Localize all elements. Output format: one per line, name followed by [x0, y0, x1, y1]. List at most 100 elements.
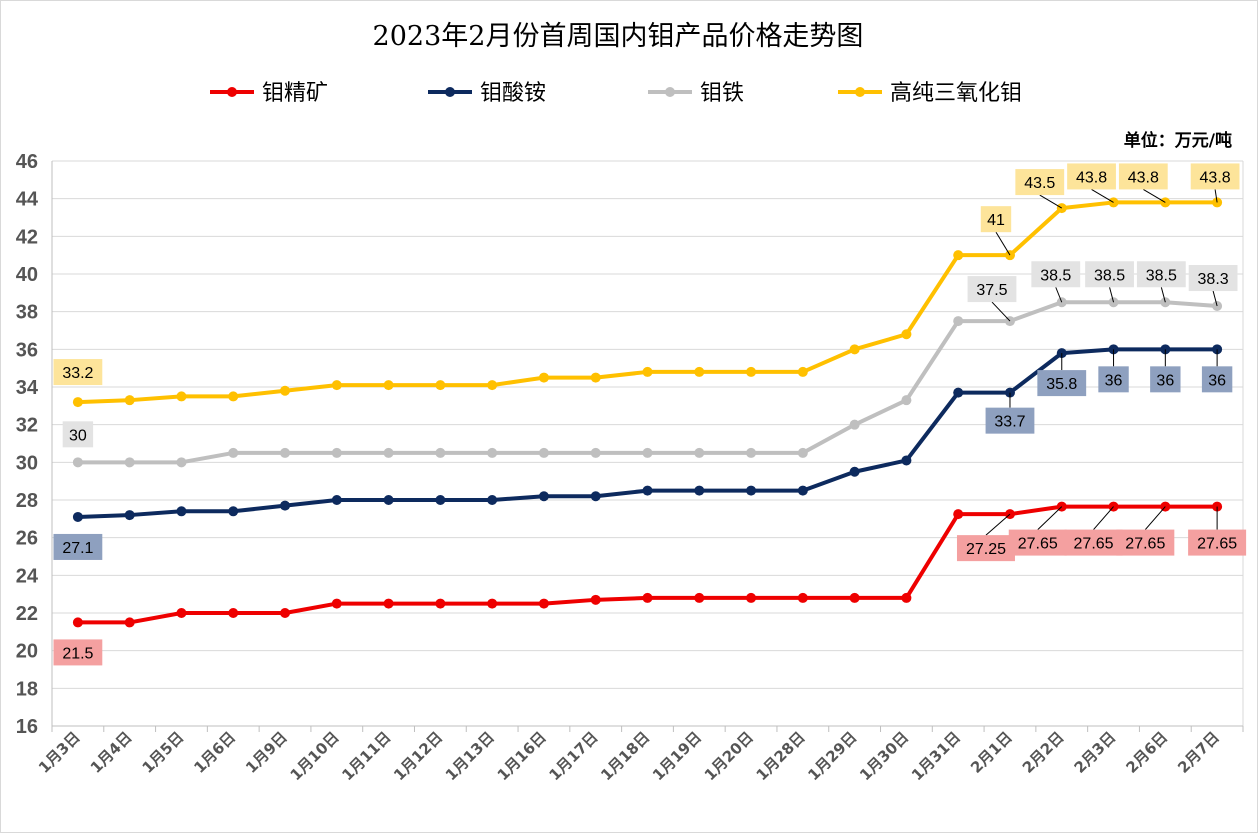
data-point	[746, 592, 757, 603]
data-point	[953, 387, 964, 398]
legend-label-0: 钼精矿	[262, 81, 328, 106]
label-leader-line	[1037, 506, 1063, 530]
data-label-box	[1015, 169, 1065, 196]
label-leader-line	[995, 231, 1011, 256]
legend-label-2: 钼铁	[700, 81, 744, 106]
axes: 16 18 20 22 24 26 28 30 32 34 36 38 40 42 44 46 1月3日 1月4日…	[16, 151, 1244, 784]
data-point	[797, 447, 808, 458]
data-point	[176, 457, 187, 468]
data-point	[694, 485, 705, 496]
x-tick-label: 2月7日	[1174, 728, 1223, 777]
data-point	[538, 598, 549, 609]
data-point	[849, 419, 860, 430]
data-point	[331, 447, 342, 458]
data-label: 36	[1105, 372, 1123, 389]
data-label: 41	[987, 212, 1005, 229]
data-label-box	[1136, 261, 1186, 288]
data-label: 38.5	[1094, 267, 1125, 284]
label-leader-line	[1214, 189, 1218, 203]
data-label-box	[53, 639, 103, 666]
data-point	[435, 380, 446, 391]
data-label-box	[1116, 529, 1175, 556]
legend: 钼精矿 钼酸铵 钼铁 高纯三氧化钼	[210, 81, 1022, 106]
data-point	[590, 491, 601, 502]
data-point	[901, 329, 912, 340]
data-label-box	[1008, 529, 1067, 556]
x-tick-label: 1月9日	[242, 728, 291, 777]
data-point	[694, 447, 705, 458]
x-tick-label: 1月11日	[338, 728, 394, 784]
legend-marker-0	[227, 87, 237, 97]
legend-label-3: 高纯三氧化钼	[890, 81, 1022, 106]
legend-marker-3	[855, 87, 865, 97]
y-tick-label: 30	[16, 452, 38, 474]
data-point	[487, 447, 498, 458]
x-tick-label: 1月3日	[35, 728, 84, 777]
data-point	[487, 380, 498, 391]
y-tick-label: 16	[16, 716, 38, 738]
data-label: 33.7	[994, 414, 1025, 431]
data-point	[538, 372, 549, 383]
data-label: 38.3	[1198, 271, 1229, 288]
data-point	[953, 509, 964, 520]
data-label: 27.25	[966, 541, 1006, 558]
data-point	[383, 380, 394, 391]
data-point	[849, 344, 860, 355]
x-tick-label: 2月6日	[1122, 728, 1171, 777]
data-point	[694, 366, 705, 377]
data-labels: 21.5 27.25 27.65 27.65 27.65 27.65 27.1 33.7 35.…	[53, 163, 1247, 666]
y-tick-label: 32	[16, 415, 38, 437]
unit-label: 单位：万元/吨	[1124, 130, 1232, 151]
data-label: 36	[1156, 372, 1174, 389]
data-label: 33.2	[62, 365, 93, 382]
data-point	[1004, 250, 1015, 261]
data-point	[590, 447, 601, 458]
x-tick-label: 1月4日	[87, 728, 136, 777]
data-point	[487, 598, 498, 609]
data-point	[124, 617, 135, 628]
data-point	[124, 395, 135, 406]
data-point	[331, 380, 342, 391]
data-point	[797, 366, 808, 377]
x-tick-label: 1月6日	[190, 728, 239, 777]
data-label: 27.1	[62, 540, 93, 557]
x-tick-label: 1月29日	[804, 728, 860, 784]
data-point	[435, 447, 446, 458]
data-label: 43.5	[1024, 175, 1055, 192]
data-point	[72, 457, 83, 468]
data-point	[228, 608, 239, 618]
data-label-box	[1118, 163, 1168, 190]
data-label: 43.8	[1128, 169, 1159, 186]
data-point	[746, 366, 757, 377]
label-leader-line	[985, 513, 1011, 536]
data-label: 21.5	[62, 645, 93, 662]
y-tick-label: 38	[16, 302, 38, 324]
label-leader-line	[1109, 287, 1115, 303]
data-label-box	[53, 533, 103, 560]
data-point	[849, 466, 860, 477]
y-tick-label: 42	[16, 226, 38, 248]
data-label-box	[1064, 529, 1123, 556]
legend-marker-1	[445, 87, 455, 97]
data-point	[435, 598, 446, 609]
data-point	[228, 447, 239, 458]
y-tick-label: 40	[16, 264, 38, 286]
data-label-box	[967, 276, 1017, 303]
data-label-box	[53, 359, 103, 386]
data-label: 27.65	[1018, 536, 1058, 553]
label-leader-line	[1144, 506, 1166, 530]
data-point	[176, 506, 187, 517]
x-tick-label: 1月18日	[597, 728, 653, 784]
data-point	[590, 594, 601, 605]
data-point	[72, 511, 83, 522]
data-point	[694, 592, 705, 603]
y-tick-label: 24	[16, 565, 39, 587]
label-leader-line	[1160, 287, 1166, 303]
data-label: 35.8	[1046, 376, 1077, 393]
label-leader-line	[1039, 194, 1063, 209]
data-point	[72, 397, 83, 408]
data-point	[642, 485, 653, 496]
x-tick-label: 1月19日	[649, 728, 705, 784]
data-point	[901, 395, 912, 406]
y-tick-label: 36	[16, 339, 38, 361]
